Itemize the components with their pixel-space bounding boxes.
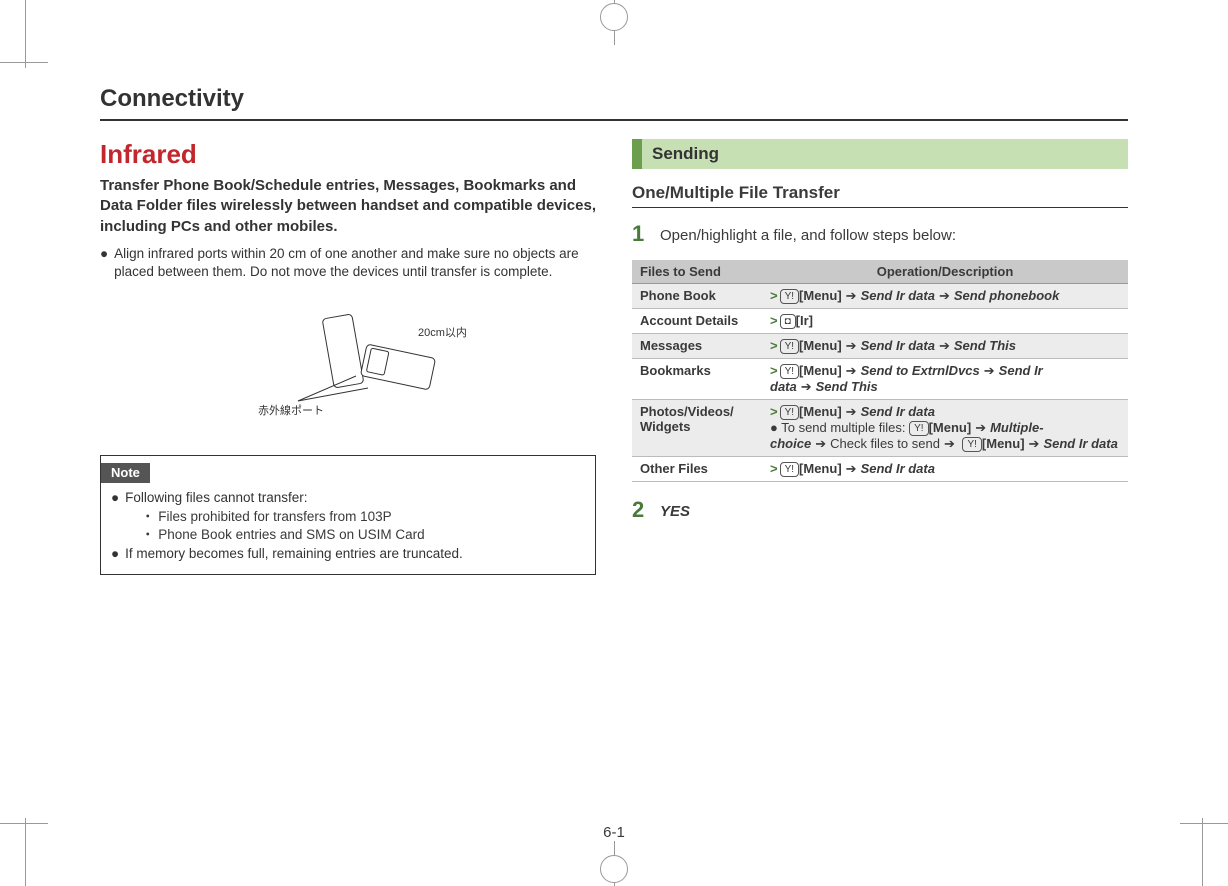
chevron-icon: > — [770, 338, 778, 353]
row-operation: >Y![Menu]➔Send to ExtrnlDvcs➔Send Ir dat… — [762, 359, 1128, 400]
crop-mark — [0, 823, 48, 824]
arrow-icon: ➔ — [944, 436, 955, 451]
arrow-icon: ➔ — [984, 363, 995, 378]
note-text: Following files cannot transfer: — [125, 489, 307, 507]
page-header: Connectivity — [100, 85, 1128, 121]
arrow-icon: ➔ — [1029, 436, 1040, 451]
fig-label-port: 赤外線ポート — [258, 403, 324, 417]
table-row: Bookmarks>Y![Menu]➔Send to ExtrnlDvcs➔Se… — [632, 359, 1128, 400]
table-header-operation: Operation/Description — [762, 260, 1128, 284]
note-item: ● Following files cannot transfer: — [111, 489, 585, 507]
left-column: Infrared Transfer Phone Book/Schedule en… — [100, 139, 596, 575]
page-number: 6-1 — [603, 824, 625, 841]
table-header-files: Files to Send — [632, 260, 762, 284]
note-box: Note ● Following files cannot transfer: … — [100, 455, 596, 574]
table-row: Other Files>Y![Menu]➔Send Ir data — [632, 457, 1128, 482]
section-title-infrared: Infrared — [100, 139, 596, 170]
subhead-transfer: One/Multiple File Transfer — [632, 183, 1128, 208]
crop-mark — [1202, 818, 1203, 886]
chevron-icon: > — [770, 363, 778, 378]
operations-table: Files to Send Operation/Description Phon… — [632, 260, 1128, 482]
two-column-layout: Infrared Transfer Phone Book/Schedule en… — [100, 139, 1128, 575]
page-content: Connectivity Infrared Transfer Phone Boo… — [100, 85, 1128, 801]
crop-mark — [600, 855, 628, 883]
arrow-icon: ➔ — [846, 288, 857, 303]
key-icon: Y! — [780, 339, 799, 354]
key-icon: ◘ — [780, 314, 796, 329]
note-subitem: ・ Files prohibited for transfers from 10… — [111, 508, 585, 527]
row-operation: >Y![Menu]➔Send Ir data — [762, 457, 1128, 482]
table-row: Messages>Y![Menu]➔Send Ir data➔Send This — [632, 334, 1128, 359]
right-column: Sending One/Multiple File Transfer 1 Ope… — [632, 139, 1128, 575]
step-text: Open/highlight a file, and follow steps … — [660, 222, 956, 246]
row-operation: >Y![Menu]➔Send Ir data● To send multiple… — [762, 400, 1128, 457]
crop-mark — [25, 818, 26, 886]
intro-text: Transfer Phone Book/Schedule entries, Me… — [100, 176, 596, 237]
arrow-icon: ➔ — [846, 363, 857, 378]
arrow-icon: ➔ — [939, 288, 950, 303]
bullet-align-ports: ● Align infrared ports within 20 cm of o… — [100, 245, 596, 281]
chevron-icon: > — [770, 461, 778, 476]
crop-mark — [600, 3, 628, 31]
chevron-icon: > — [770, 288, 778, 303]
crop-mark — [25, 0, 26, 68]
note-subitem: ・ Phone Book entries and SMS on USIM Car… — [111, 526, 585, 545]
arrow-icon: ➔ — [846, 404, 857, 419]
table-row: Phone Book>Y![Menu]➔Send Ir data➔Send ph… — [632, 284, 1128, 309]
section-bar-sending: Sending — [632, 139, 1128, 169]
chevron-icon: > — [770, 404, 778, 419]
crop-mark — [0, 62, 48, 63]
step-text: YES — [660, 498, 690, 522]
note-label: Note — [101, 463, 150, 483]
bullet-dot-icon: ● — [111, 489, 119, 507]
step-2: 2 YES — [632, 498, 1128, 522]
arrow-icon: ➔ — [846, 338, 857, 353]
arrow-icon: ➔ — [939, 338, 950, 353]
row-label: Photos/Videos/ Widgets — [632, 400, 762, 457]
row-label: Bookmarks — [632, 359, 762, 400]
row-label: Phone Book — [632, 284, 762, 309]
key-icon: Y! — [909, 421, 928, 436]
arrow-icon: ➔ — [846, 461, 857, 476]
chevron-icon: > — [770, 313, 778, 328]
key-icon: Y! — [780, 364, 799, 379]
key-icon: Y! — [962, 437, 981, 452]
row-operation: >◘[Ir] — [762, 309, 1128, 334]
key-icon: Y! — [780, 289, 799, 304]
row-operation: >Y![Menu]➔Send Ir data➔Send phonebook — [762, 284, 1128, 309]
note-text: If memory becomes full, remaining entrie… — [125, 545, 463, 563]
step-1: 1 Open/highlight a file, and follow step… — [632, 222, 1128, 246]
arrow-icon: ➔ — [815, 436, 826, 451]
fig-label-distance: 20cm以内 — [418, 325, 467, 339]
arrow-icon: ➔ — [801, 379, 812, 394]
row-label: Account Details — [632, 309, 762, 334]
table-row: Photos/Videos/ Widgets>Y![Menu]➔Send Ir … — [632, 400, 1128, 457]
row-label: Other Files — [632, 457, 762, 482]
crop-mark — [1180, 823, 1228, 824]
bullet-text: Align infrared ports within 20 cm of one… — [114, 245, 596, 281]
key-icon: Y! — [780, 462, 799, 477]
table-row: Account Details>◘[Ir] — [632, 309, 1128, 334]
step-number: 2 — [632, 498, 660, 522]
row-label: Messages — [632, 334, 762, 359]
arrow-icon: ➔ — [975, 420, 986, 435]
bullet-dot-icon: ● — [111, 545, 119, 563]
key-icon: Y! — [780, 405, 799, 420]
step-number: 1 — [632, 222, 660, 246]
row-operation: >Y![Menu]➔Send Ir data➔Send This — [762, 334, 1128, 359]
note-item: ● If memory becomes full, remaining entr… — [111, 545, 585, 563]
bullet-dot-icon: ● — [100, 245, 108, 281]
infrared-diagram: 20cm以内 赤外線ポート — [100, 291, 596, 441]
